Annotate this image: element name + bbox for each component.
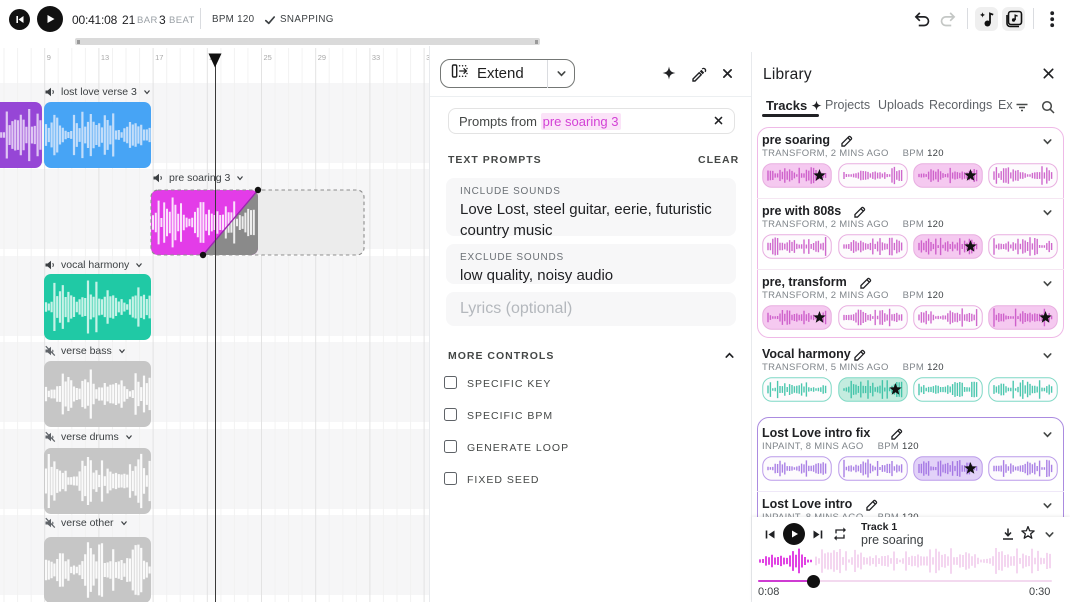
- svg-text:13: 13: [101, 53, 109, 62]
- svg-text:33: 33: [372, 53, 380, 62]
- svg-text:29: 29: [318, 53, 326, 62]
- svg-text:9: 9: [47, 53, 51, 62]
- svg-text:25: 25: [264, 53, 272, 62]
- svg-text:37: 37: [426, 53, 430, 62]
- svg-text:17: 17: [155, 53, 163, 62]
